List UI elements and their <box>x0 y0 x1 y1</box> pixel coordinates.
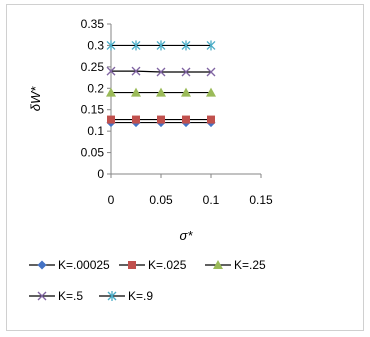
y-tick-label: 0.3 <box>87 38 104 52</box>
y-tick-label: 0.15 <box>81 103 105 117</box>
legend-item: K=.9 <box>99 289 153 303</box>
x-tick-label: 0 <box>108 193 115 207</box>
legend-marker-stroke <box>37 291 47 301</box>
data-point <box>181 40 191 51</box>
data-point <box>207 115 215 124</box>
legend-label: K=.00025 <box>58 258 110 272</box>
legend: K=.00025 K=.025 K=.25 K=.5 K=.9 <box>29 258 266 303</box>
data-point-stroke <box>206 67 216 77</box>
y-tick-label: 0.25 <box>81 60 105 74</box>
data-point <box>156 67 166 77</box>
series-1 <box>107 115 215 124</box>
legend-marker <box>128 261 136 269</box>
series-3 <box>106 66 216 77</box>
data-point <box>132 115 140 124</box>
data-point <box>106 66 116 76</box>
legend-marker <box>37 260 47 270</box>
x-tick-label: 0.15 <box>249 193 273 207</box>
y-tick-label: 0.1 <box>87 124 104 138</box>
legend-label: K=.025 <box>148 258 187 272</box>
x-axis-title: σ* <box>180 228 194 243</box>
legend-marker <box>107 291 117 301</box>
x-tick-label: 0.05 <box>149 193 173 207</box>
data-point <box>106 87 116 97</box>
legend-label: K=.9 <box>128 289 153 303</box>
data-point <box>206 67 216 77</box>
data-point <box>181 67 191 77</box>
plot-area: 0 0.05 0.1 0.15 0.2 0.25 0.3 0.35 0 0.05 0.1 0.15 σ*… <box>28 17 273 243</box>
series-4 <box>106 40 216 51</box>
data-point <box>107 115 115 124</box>
chart-frame: 0 0.05 0.1 0.15 0.2 0.25 0.3 0.35 0 0.05 0.1 0.15 σ*… <box>6 4 364 331</box>
data-point <box>206 87 216 97</box>
legend-label: K=.25 <box>234 258 266 272</box>
data-point <box>106 40 116 51</box>
y-tick-label: 0 <box>97 167 104 181</box>
data-point <box>157 115 165 124</box>
series-2 <box>106 87 216 97</box>
data-point-stroke <box>156 67 166 77</box>
data-point <box>206 40 216 51</box>
data-point <box>181 87 191 97</box>
legend-label: K=.5 <box>58 289 83 303</box>
y-tick-label: 0.35 <box>81 17 105 31</box>
y-tick-label: 0.05 <box>81 146 105 160</box>
data-point <box>131 87 141 97</box>
legend-marker <box>213 260 223 269</box>
data-point <box>131 40 141 51</box>
y-tick-label: 0.2 <box>87 81 104 95</box>
data-point-stroke <box>181 67 191 77</box>
data-point <box>156 87 166 97</box>
data-point <box>131 66 141 76</box>
legend-marker <box>37 291 47 301</box>
chart-svg: 0 0.05 0.1 0.15 0.2 0.25 0.3 0.35 0 0.05 0.1 0.15 σ*… <box>28 17 273 303</box>
data-point <box>156 40 166 51</box>
data-point <box>182 115 190 124</box>
legend-item: K=.25 <box>205 258 266 272</box>
data-point-stroke <box>131 66 141 76</box>
data-point-stroke <box>106 66 116 76</box>
x-tick-label: 0.1 <box>203 193 220 207</box>
legend-item: K=.00025 <box>29 258 110 272</box>
legend-item: K=.025 <box>119 258 187 272</box>
legend-item: K=.5 <box>29 289 83 303</box>
y-axis-title: δW* <box>28 86 43 111</box>
